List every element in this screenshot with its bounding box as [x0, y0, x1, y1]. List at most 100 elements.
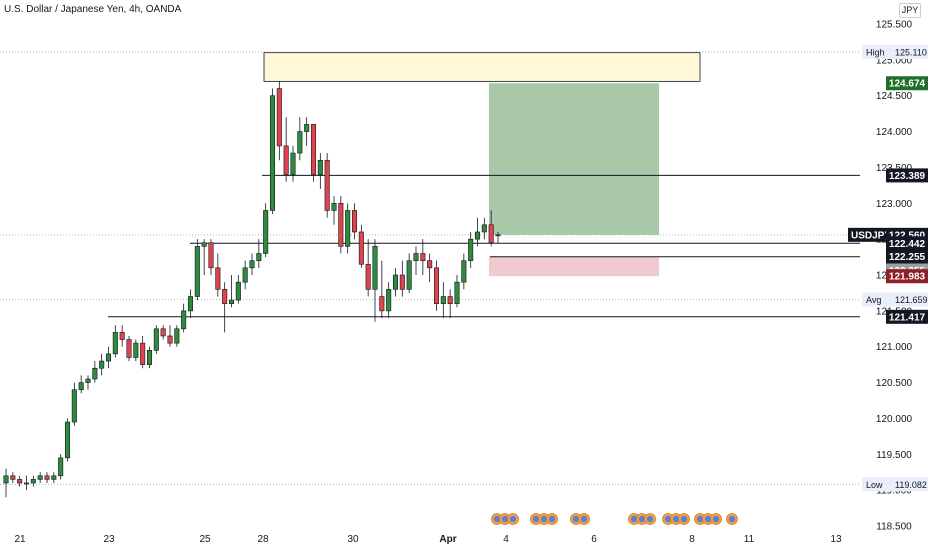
candle-body: [461, 260, 467, 283]
candle-body: [256, 253, 262, 261]
candle: [58, 454, 64, 480]
candle-body: [10, 475, 16, 480]
candle: [413, 246, 419, 275]
chart-title: U.S. Dollar / Japanese Yen, 4h, OANDA: [4, 4, 182, 15]
event-flag-center: [712, 515, 720, 523]
candle: [379, 260, 385, 319]
candle: [461, 253, 467, 290]
candle: [317, 153, 323, 189]
candle-body: [263, 210, 269, 254]
zones-layer: [263, 52, 701, 277]
event-flag-center: [540, 515, 548, 523]
candle: [78, 375, 84, 394]
event-flag-center: [696, 515, 704, 523]
event-icons[interactable]: [491, 513, 738, 525]
candle: [153, 325, 159, 354]
candle: [146, 346, 153, 369]
candle-body: [290, 152, 296, 175]
candle-body: [324, 159, 330, 211]
candle: [242, 260, 248, 290]
event-flag-center: [728, 515, 736, 523]
candle-body: [495, 234, 501, 237]
candle: [30, 475, 36, 487]
candle-body: [474, 231, 481, 240]
candle-body: [126, 339, 132, 358]
candle-body: [372, 246, 378, 290]
candle: [167, 325, 173, 347]
event-flag-center: [680, 515, 688, 523]
time-axis[interactable]: 21 23 25 28 30 Apr 4 6 8 11 13: [14, 534, 842, 545]
event-flag-icon: [507, 513, 519, 525]
candle: [331, 196, 337, 225]
price-tag-value: 121.983: [889, 272, 926, 283]
candle: [85, 375, 91, 390]
candle-body: [488, 224, 494, 244]
price-tag-bg: [886, 76, 928, 91]
level-low-tag: [862, 477, 928, 492]
currency-button[interactable]: JPY: [899, 3, 921, 18]
candle: [64, 418, 71, 462]
candle-body: [379, 296, 385, 312]
event-flag-center: [572, 515, 580, 523]
candle-body: [283, 145, 289, 175]
candle-body: [365, 263, 371, 290]
y-tick-label: 123.000: [876, 199, 913, 210]
candle: [290, 145, 296, 182]
x-tick-label: 6: [591, 534, 597, 545]
candle-body: [297, 131, 303, 154]
event-flag-icon: [570, 513, 582, 525]
candle: [208, 239, 214, 275]
candle-body: [399, 274, 405, 290]
candle-body: [406, 260, 412, 290]
candle-body: [269, 95, 276, 211]
candle: [481, 217, 487, 240]
event-flag-center: [672, 515, 680, 523]
candle-body: [133, 342, 139, 358]
y-tick-label: 119.500: [876, 450, 912, 461]
candle-body: [392, 274, 399, 290]
candle: [215, 253, 221, 297]
candle-body: [105, 353, 112, 362]
price-tag-bg: [886, 249, 928, 264]
candle: [51, 472, 57, 483]
candle-body: [78, 382, 84, 391]
price-tag-value: 121.417: [889, 312, 926, 323]
candle-body: [58, 457, 64, 477]
candle: [105, 346, 112, 369]
candle-body: [30, 479, 36, 484]
candle-body: [99, 360, 105, 369]
candle-body: [160, 328, 166, 337]
candle: [174, 325, 180, 347]
event-flag-icon: [546, 513, 558, 525]
level-avg-label: Avg: [866, 295, 881, 305]
price-tag-value: 122.442: [889, 239, 926, 250]
event-flag-center: [580, 515, 588, 523]
candle-body: [3, 475, 9, 484]
candle-body: [310, 124, 317, 175]
candle: [201, 239, 207, 275]
candle: [351, 203, 358, 240]
price-tag-bg: [886, 309, 928, 324]
event-flag-center: [509, 515, 517, 523]
candle-body: [413, 253, 419, 261]
candle-body: [17, 479, 23, 484]
candle-body: [201, 242, 207, 247]
level-high-tag: [862, 44, 928, 59]
candle-body: [304, 124, 310, 132]
candle: [194, 239, 200, 301]
level-high-label: High: [866, 47, 885, 57]
price-tag-value: 122.560: [889, 230, 926, 241]
level-high-value: 125.110: [895, 47, 927, 57]
candle: [133, 339, 139, 362]
event-flag-icon: [726, 513, 738, 525]
candle: [23, 475, 30, 491]
candle: [126, 335, 132, 362]
candle-body: [276, 88, 282, 147]
candle: [324, 153, 330, 218]
candle: [44, 472, 50, 483]
candle-body: [208, 242, 214, 269]
y-tick-label: 124.000: [876, 127, 913, 138]
event-flag-icon: [578, 513, 590, 525]
